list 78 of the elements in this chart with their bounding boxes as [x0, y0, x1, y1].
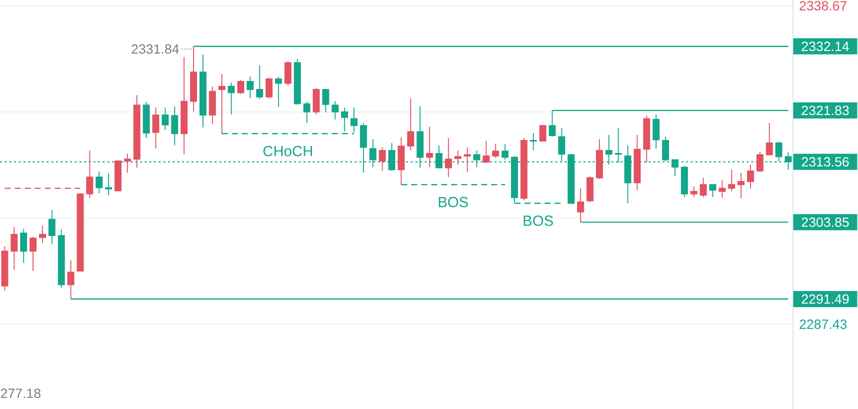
- annotation: 277.18: [0, 388, 40, 398]
- candlestick: [520, 138, 528, 201]
- candlestick: [407, 98, 414, 151]
- candlestick: [190, 46, 198, 112]
- candlestick: [58, 228, 65, 288]
- candlestick: [398, 136, 405, 186]
- candlestick: [38, 225, 46, 244]
- candlestick: [596, 138, 603, 180]
- candlestick: [775, 141, 782, 162]
- candlestick: [76, 192, 84, 272]
- annotation: 2331.84: [132, 44, 179, 54]
- y-tick-label: 2287.43: [800, 320, 847, 329]
- candlestick: [114, 160, 122, 192]
- candlestick: [502, 144, 509, 160]
- series-label: 2291.49: [802, 294, 849, 304]
- candlestick: [275, 76, 282, 108]
- candlestick: [454, 150, 462, 166]
- candlestick: [303, 101, 310, 124]
- series-label: 2332.14: [802, 42, 849, 52]
- candlestick: [180, 56, 188, 155]
- ref-line-label: 2313.56: [802, 157, 849, 167]
- annotation: BOS: [438, 196, 468, 208]
- candlestick: [766, 122, 773, 156]
- candlestick: [266, 77, 273, 99]
- candlestick: [208, 86, 216, 125]
- candlestick: [256, 64, 264, 100]
- candlestick: [228, 82, 235, 115]
- candlestick: [539, 124, 546, 142]
- candlestick: [652, 114, 660, 150]
- annotation: BOS: [524, 216, 553, 226]
- candlestick: [105, 172, 112, 196]
- candlestick: [444, 138, 452, 178]
- candlestick: [530, 132, 537, 151]
- candlestick: [728, 169, 736, 192]
- candlestick: [482, 140, 490, 164]
- candlestick: [237, 80, 244, 94]
- annotation: CHoCH: [263, 146, 312, 156]
- candlestick: [142, 101, 150, 138]
- candlestick: [30, 236, 37, 272]
- candlestick: [738, 172, 745, 199]
- candlestick: [86, 150, 94, 199]
- candlestick: [322, 88, 330, 113]
- candlestick: [199, 54, 206, 128]
- candlestick: [284, 61, 292, 86]
- candlestick: [67, 260, 74, 300]
- candlestick: [680, 165, 688, 198]
- candlestick: [171, 106, 178, 146]
- candlestick: [718, 180, 726, 198]
- candlestick: [671, 159, 678, 176]
- candlestick: [378, 146, 386, 172]
- candlestick: [48, 210, 56, 245]
- candlestick: [133, 94, 140, 168]
- candlestick: [747, 164, 754, 189]
- candlestick: [124, 153, 131, 174]
- candlestick: [218, 73, 226, 134]
- series-label: 2303.85: [802, 217, 849, 227]
- candlestick: [246, 76, 254, 99]
- candlestick: [1, 246, 8, 291]
- candlestick: [492, 143, 500, 158]
- candlestick: [577, 188, 584, 223]
- candlestick: [586, 176, 594, 202]
- candlestick: [152, 107, 160, 150]
- candlestick: [643, 115, 650, 163]
- candlestick: [20, 228, 28, 264]
- candlestick: [294, 58, 301, 105]
- candlestick: [312, 88, 320, 115]
- candlestick: [96, 171, 103, 194]
- candlestick: [634, 134, 641, 191]
- candlestick: [464, 146, 471, 173]
- series-label: 2321.83: [802, 106, 849, 116]
- candlestick: [10, 226, 18, 270]
- candlestick: [700, 177, 707, 198]
- candlestick: [332, 100, 339, 120]
- candlestick: [162, 107, 169, 130]
- candlestick: [426, 126, 434, 168]
- candlestick: [756, 151, 764, 173]
- candlestick: [690, 186, 698, 198]
- y-tick-label: 2338.67: [800, 1, 847, 10]
